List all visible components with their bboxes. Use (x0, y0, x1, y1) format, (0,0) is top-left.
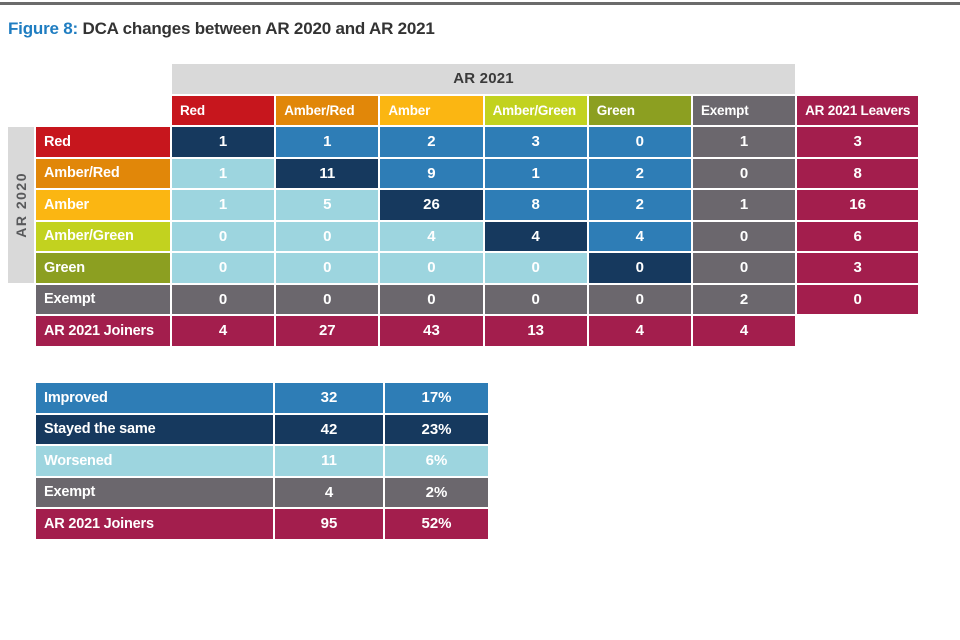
figure-label: Figure 8: (8, 19, 78, 38)
matrix-cell: 13 (484, 316, 587, 346)
col-header-green: Green (588, 95, 691, 125)
matrix-cell: 2 (588, 190, 691, 220)
leavers-cell: 3 (797, 253, 919, 283)
matrix-cell: 0 (276, 221, 379, 251)
summary-percent: 17% (385, 383, 488, 413)
summary-count: 42 (275, 414, 383, 444)
matrix-cell: 0 (484, 284, 587, 314)
matrix-cell: 0 (380, 253, 483, 283)
col-header-red: Red (172, 95, 275, 125)
summary-table: Improved 32 17% Stayed the same 42 23% Worsene… (36, 383, 488, 539)
row-label-green: Green (36, 253, 170, 283)
matrix-cell: 3 (484, 127, 587, 157)
matrix-cell: 0 (172, 284, 275, 314)
col-header-amber-red: Amber/Red (276, 95, 379, 125)
col-header-amber-green: Amber/Green (484, 95, 587, 125)
matrix-cell: 8 (484, 190, 587, 220)
leavers-cell: 16 (797, 190, 919, 220)
summary-count: 4 (275, 477, 383, 507)
matrix-cell: 2 (380, 127, 483, 157)
matrix-cell: 5 (276, 190, 379, 220)
figure-caption: DCA changes between AR 2020 and AR 2021 (82, 19, 435, 38)
row-label-amber-red: Amber/Red (36, 158, 170, 188)
matrix-table: AR 2021 Red Amber/Red Amber Amber/Green Green… (8, 64, 919, 346)
summary-percent: 6% (385, 446, 488, 476)
summary-label: Improved (36, 383, 273, 413)
summary-percent: 2% (385, 477, 488, 507)
summary-label: Stayed the same (36, 414, 273, 444)
summary-percent: 52% (385, 509, 488, 539)
leavers-cell: 3 (797, 127, 919, 157)
matrix-cell: 4 (692, 316, 796, 346)
top-rule (0, 2, 960, 5)
matrix-cell: 0 (276, 253, 379, 283)
matrix-cell: 0 (276, 284, 379, 314)
leavers-cell: 6 (797, 221, 919, 251)
col-header-ar-2021-leavers: AR 2021 Leavers (797, 95, 919, 125)
matrix-cell: 4 (484, 221, 587, 251)
matrix-cell: 1 (172, 190, 275, 220)
summary-label: Worsened (36, 446, 273, 476)
matrix-cell: 4 (588, 221, 691, 251)
matrix-cell: 27 (276, 316, 379, 346)
matrix-cell: 0 (692, 221, 796, 251)
matrix-cell: 1 (692, 127, 796, 157)
matrix-cell: 0 (692, 253, 796, 283)
row-label-ar-2021-joiners: AR 2021 Joiners (36, 316, 170, 346)
col-header-amber: Amber (380, 95, 483, 125)
leavers-cell: 8 (797, 158, 919, 188)
matrix-cell: 26 (380, 190, 483, 220)
matrix-cell: 0 (380, 284, 483, 314)
matrix-cell: 4 (588, 316, 691, 346)
matrix-cell: 2 (588, 158, 691, 188)
matrix-cell: 0 (172, 253, 275, 283)
matrix-cell: 1 (172, 127, 275, 157)
summary-label: Exempt (36, 477, 273, 507)
matrix-cell: 0 (588, 127, 691, 157)
summary-count: 95 (275, 509, 383, 539)
summary-label: AR 2021 Joiners (36, 509, 273, 539)
col-header-exempt: Exempt (692, 95, 796, 125)
matrix-cell: 1 (276, 127, 379, 157)
matrix-cell: 1 (484, 158, 587, 188)
matrix-cell: 0 (588, 253, 691, 283)
row-label-amber-green: Amber/Green (36, 221, 170, 251)
figure-title: Figure 8: DCA changes between AR 2020 an… (8, 19, 435, 39)
ar2020-group-header: AR 2020 (8, 127, 34, 283)
matrix-cell: 11 (276, 158, 379, 188)
row-label-red: Red (36, 127, 170, 157)
matrix-cell: 0 (588, 284, 691, 314)
ar2020-group-label: AR 2020 (13, 171, 29, 238)
ar2021-group-header: AR 2021 (172, 64, 796, 94)
summary-count: 32 (275, 383, 383, 413)
matrix-cell: 43 (380, 316, 483, 346)
matrix-cell: 4 (172, 316, 275, 346)
leavers-cell: 0 (797, 284, 919, 314)
matrix-cell: 4 (380, 221, 483, 251)
matrix-cell: 0 (692, 158, 796, 188)
matrix-cell: 0 (484, 253, 587, 283)
matrix-cell: 0 (172, 221, 275, 251)
row-label-exempt: Exempt (36, 284, 170, 314)
summary-percent: 23% (385, 414, 488, 444)
matrix-cell: 1 (692, 190, 796, 220)
matrix-cell: 2 (692, 284, 796, 314)
summary-count: 11 (275, 446, 383, 476)
matrix-cell: 9 (380, 158, 483, 188)
row-label-amber: Amber (36, 190, 170, 220)
matrix-cell: 1 (172, 158, 275, 188)
